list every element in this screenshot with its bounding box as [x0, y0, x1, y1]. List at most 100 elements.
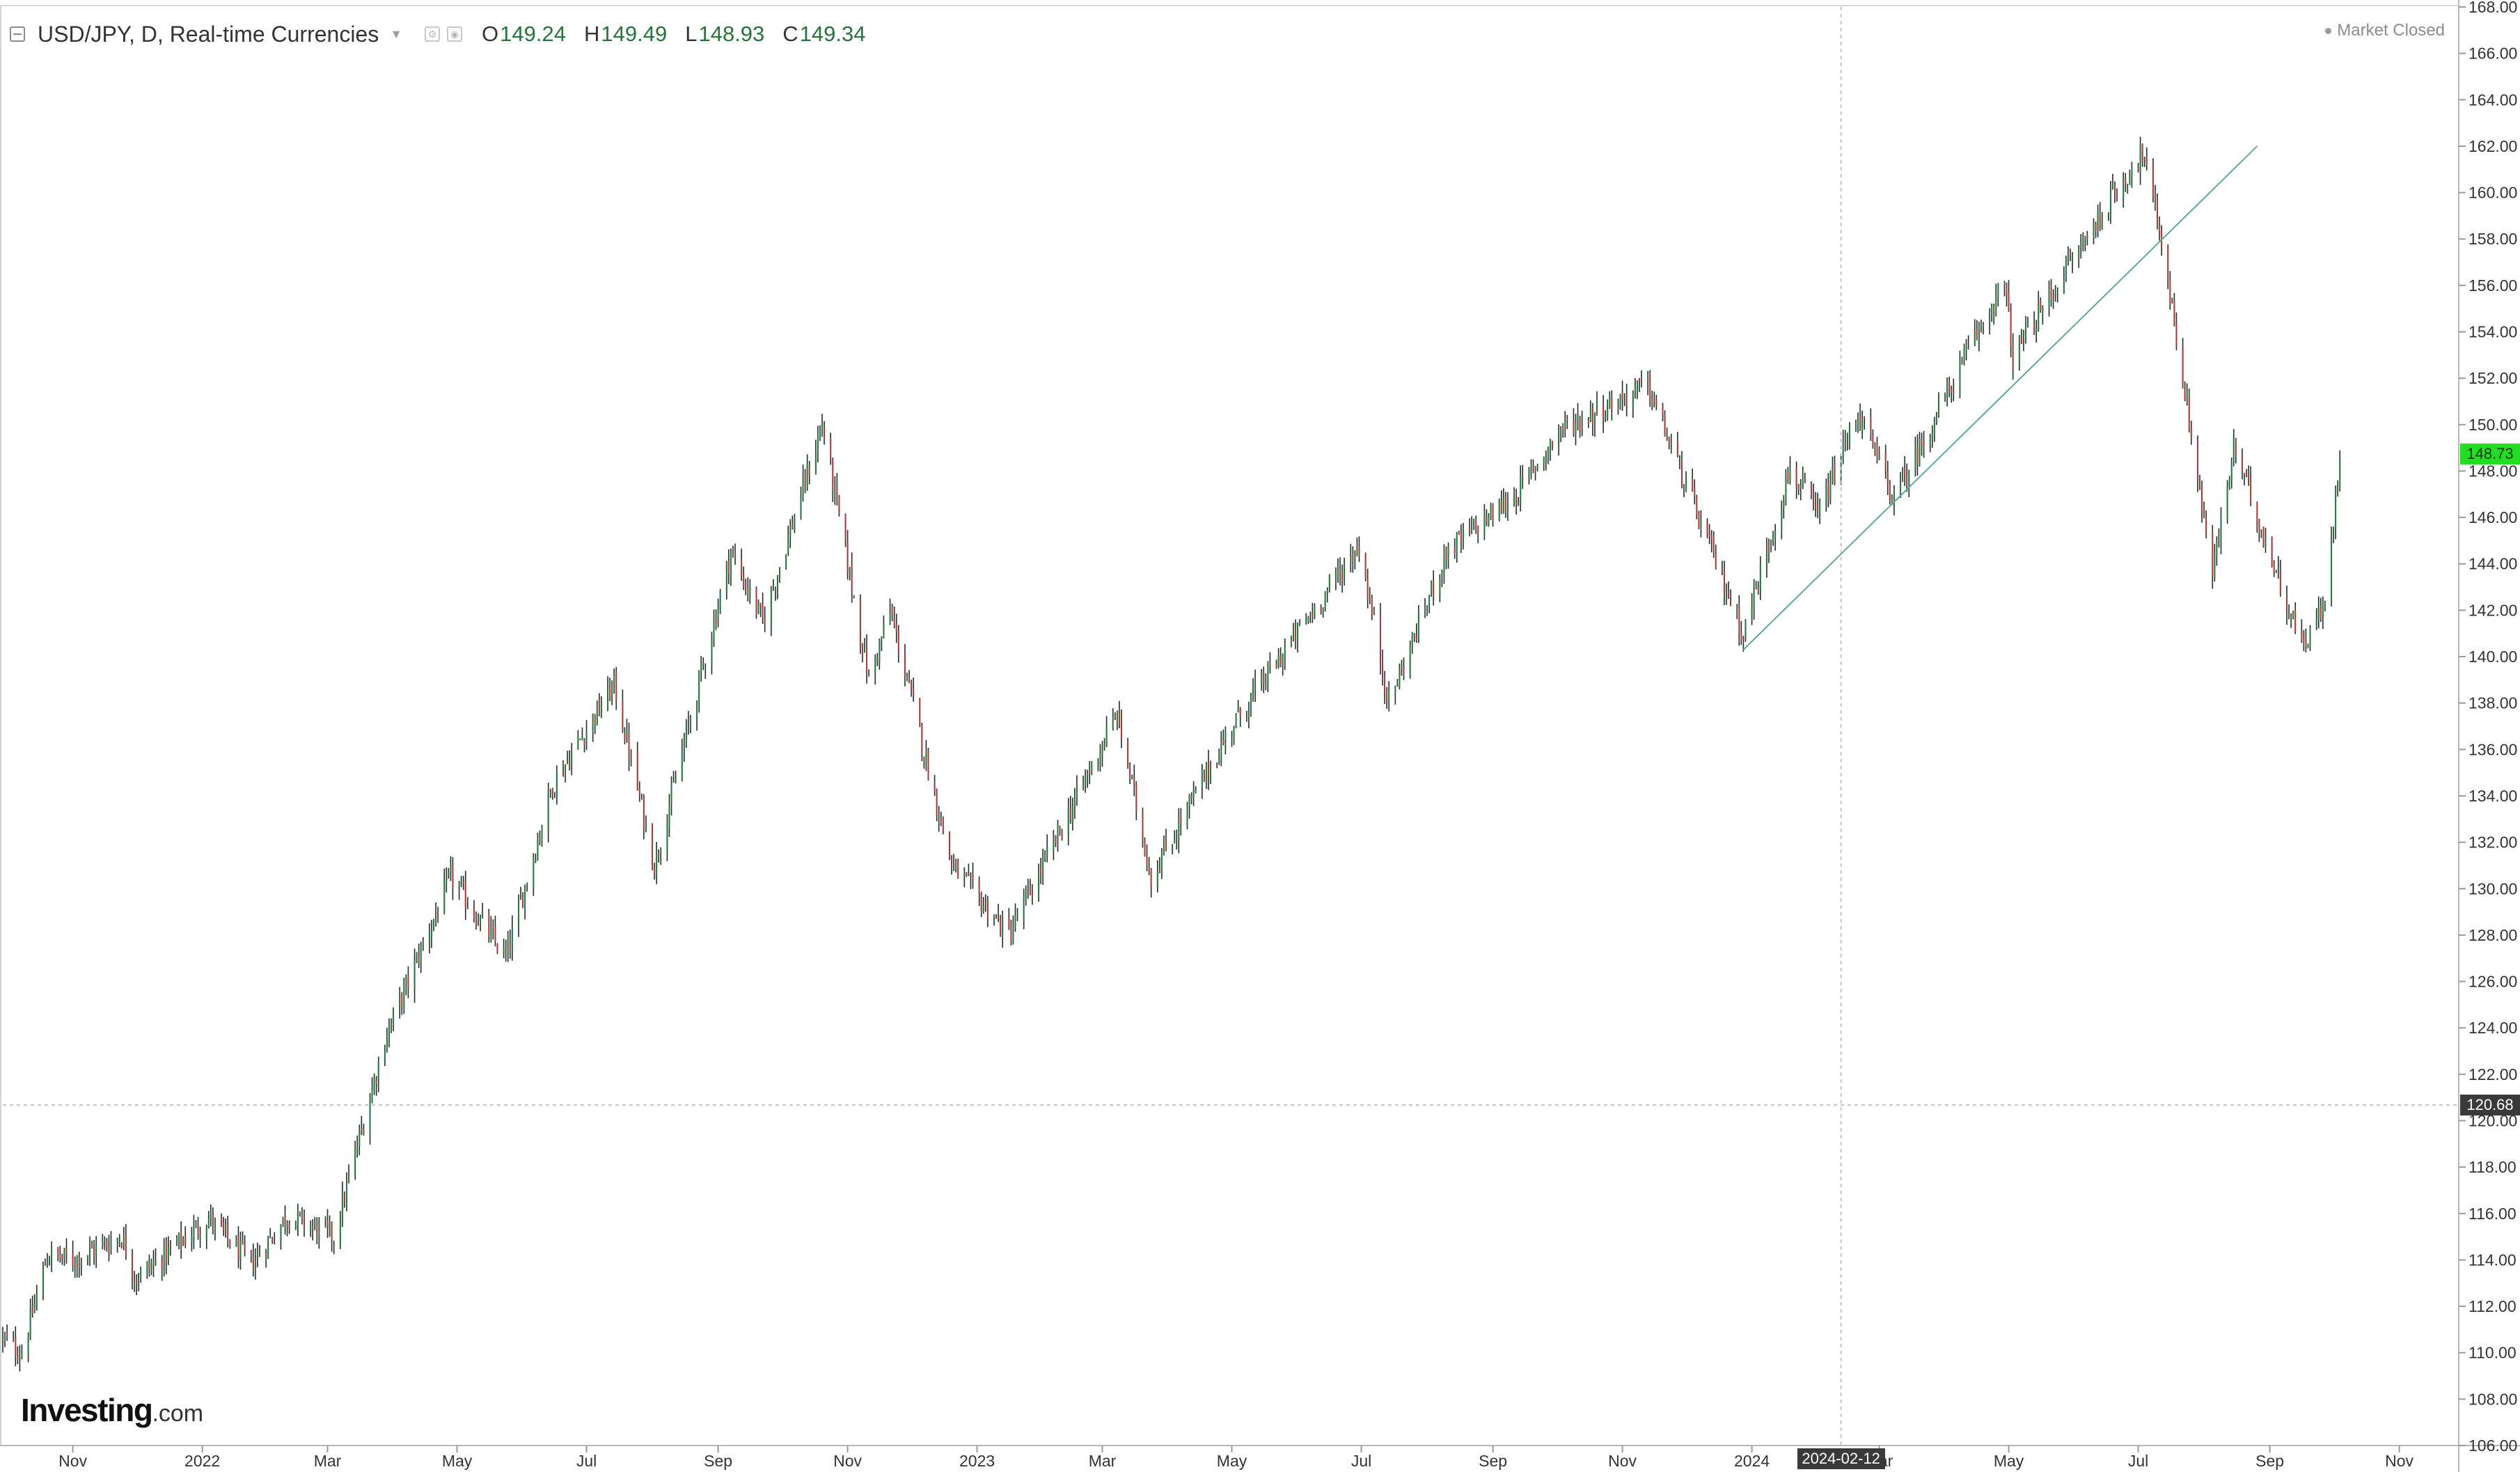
candle-body: [1908, 472, 1910, 487]
candle-body: [1314, 607, 1316, 617]
candle-body: [636, 750, 638, 791]
candle-body: [1373, 612, 1375, 614]
candle-body: [670, 783, 672, 804]
candle-body: [356, 1148, 359, 1152]
candle-body: [1454, 547, 1456, 554]
y-tick-label: 158.00: [2468, 230, 2517, 248]
candle-body: [29, 1308, 31, 1338]
candle-body: [1135, 783, 1137, 811]
settings-icon[interactable]: ⚙: [425, 26, 441, 42]
camera-icon[interactable]: ◉: [447, 26, 463, 42]
candle-body: [49, 1261, 51, 1263]
candle-body: [314, 1221, 316, 1225]
candle-body: [432, 918, 435, 927]
y-tick-label: 130.00: [2468, 879, 2517, 898]
candle-body: [1458, 531, 1460, 533]
candle-body: [772, 587, 774, 589]
candle-body: [140, 1269, 142, 1281]
chevron-down-icon[interactable]: ▼: [390, 26, 403, 41]
candle-body: [1192, 789, 1195, 798]
candle-body: [2292, 612, 2294, 618]
x-tick-label: Sep: [2255, 1452, 2284, 1470]
x-tick-label: May: [442, 1452, 473, 1470]
candle-body: [2020, 337, 2022, 343]
candle-body: [1469, 528, 1471, 532]
candle-body: [2190, 427, 2192, 439]
candle-body: [942, 816, 944, 832]
candle-body: [384, 1050, 386, 1060]
candle-body: [102, 1241, 104, 1247]
candle-body: [1520, 476, 1522, 504]
candle-body: [569, 760, 571, 769]
candle-body: [562, 772, 565, 776]
candle-body: [1445, 547, 1447, 561]
candle-body: [1827, 484, 1829, 503]
x-tick-label: May: [1994, 1452, 2024, 1470]
candle-body: [207, 1218, 210, 1228]
candle-body: [1371, 597, 1373, 614]
y-tick-label: 152.00: [2468, 369, 2517, 387]
candle-body: [1203, 774, 1205, 782]
candle-body: [2003, 282, 2006, 285]
candle-body: [1046, 847, 1048, 856]
candle-body: [1740, 632, 1742, 641]
candle-body: [407, 974, 409, 987]
candle-body: [2065, 260, 2067, 278]
candle-body: [1172, 845, 1174, 853]
candle-body: [2026, 323, 2029, 325]
candle-body: [652, 825, 654, 868]
candle-body: [2008, 292, 2010, 312]
candle-body: [288, 1224, 290, 1230]
candle-body: [1439, 578, 1441, 595]
candle-body: [1488, 516, 1490, 526]
candle-body: [821, 425, 824, 430]
candle-body: [1573, 420, 1575, 434]
candle-body: [626, 730, 628, 739]
y-tick-label: 156.00: [2468, 276, 2517, 295]
candle-body: [1279, 656, 1282, 667]
candle-body: [696, 703, 698, 719]
candle-body: [503, 948, 505, 954]
x-tick-label: May: [1217, 1452, 1247, 1470]
candle-body: [1774, 530, 1777, 538]
candle-body: [1053, 838, 1055, 850]
candle-body: [2082, 240, 2084, 243]
candle-body: [2275, 572, 2277, 573]
candle-body: [1486, 516, 1488, 524]
candle-body: [2260, 529, 2262, 531]
candle-body: [953, 864, 955, 871]
symbol-title[interactable]: USD/JPY, D, Real-time Currencies: [38, 21, 379, 47]
candle-body: [1222, 739, 1224, 744]
candle-body: [1625, 396, 1628, 406]
candle-body: [1447, 547, 1449, 561]
candle-body: [645, 823, 647, 827]
candle-body: [609, 683, 611, 700]
candle-body: [1636, 380, 1638, 390]
y-tick-label: 154.00: [2468, 323, 2517, 341]
candle-body: [386, 1039, 388, 1049]
candle-body: [1634, 387, 1636, 394]
candle-body: [640, 797, 643, 799]
candle-body: [1664, 414, 1666, 437]
candle-body: [1876, 443, 1878, 459]
collapse-icon[interactable]: [10, 26, 25, 42]
candle-body: [1855, 428, 1857, 429]
candle-body: [59, 1254, 61, 1259]
candle-body: [2010, 311, 2012, 347]
candle-body: [2307, 644, 2309, 647]
candle-body: [475, 917, 477, 925]
candle-body: [1131, 776, 1133, 780]
candle-body: [1127, 739, 1129, 767]
candle-body: [106, 1241, 108, 1248]
candle-body: [1396, 685, 1399, 687]
candle-body: [2203, 508, 2205, 519]
candle-body: [925, 751, 927, 761]
candle-body: [2040, 300, 2042, 311]
candle-body: [258, 1254, 260, 1257]
candle-body: [1602, 404, 1605, 421]
candle-body: [957, 860, 959, 879]
candle-body: [1506, 504, 1509, 510]
candle-body: [666, 825, 668, 853]
